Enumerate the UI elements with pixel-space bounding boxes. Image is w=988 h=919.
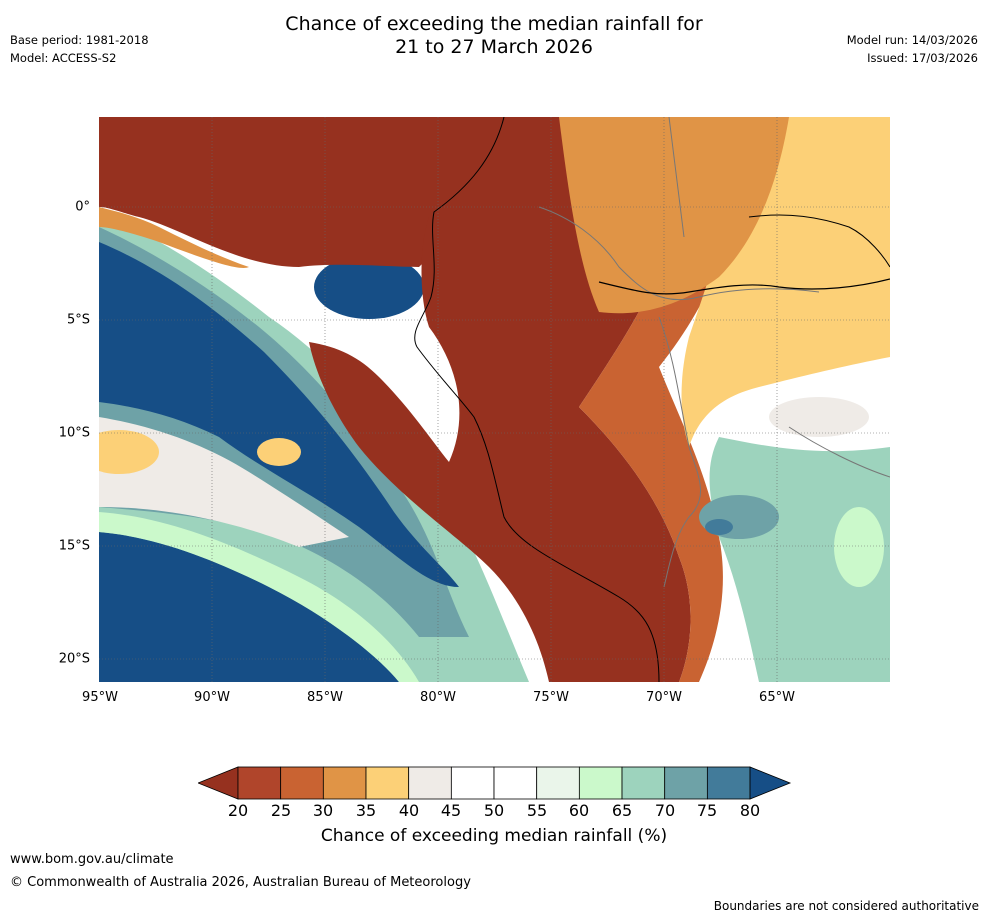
lat-label-5s: 5°S <box>66 312 90 328</box>
pacific-pale-zone <box>99 417 349 547</box>
rainfall-map <box>99 117 890 682</box>
colorbar-tick: 70 <box>654 801 676 820</box>
colorbar-cell <box>578 766 623 800</box>
colorbar-cell <box>621 766 666 800</box>
colorbar <box>198 766 792 800</box>
colorbar-above-extend <box>749 766 792 800</box>
lon-label-90w: 90°W <box>194 690 230 705</box>
colorbar-tick: 50 <box>483 801 505 820</box>
gridlines <box>99 117 890 682</box>
country-borders <box>538 117 890 588</box>
colorbar-tick: 60 <box>568 801 590 820</box>
base-period: Base period: 1981-2018 <box>10 33 149 47</box>
colorbar-cell <box>450 766 495 800</box>
copyright-text: © Commonwealth of Australia 2026, Austra… <box>10 875 471 890</box>
lat-label-20s: 20°S <box>58 651 90 667</box>
colorbar-label: Chance of exceeding median rainfall (%) <box>320 826 668 846</box>
disclaimer-text: Boundaries are not considered authoritat… <box>713 899 979 913</box>
colorbar-cell <box>664 766 708 800</box>
coastline <box>414 117 660 682</box>
chart-title: Chance of exceeding the median rainfall … <box>0 13 988 59</box>
north-river <box>748 214 890 268</box>
website-link[interactable]: www.bom.gov.au/climate <box>10 852 174 867</box>
title-line-2: 21 to 27 March 2026 <box>395 36 593 58</box>
title-line-1: Chance of exceeding the median rainfall … <box>285 13 703 35</box>
colorbar-tick: 25 <box>270 801 292 820</box>
colorbar-tick: 65 <box>611 801 633 820</box>
lon-label-85w: 85°W <box>307 690 343 705</box>
colorbar-cell <box>365 766 410 800</box>
pacific-green-lower <box>99 512 419 682</box>
northern-dry-band <box>99 117 519 267</box>
orange-patch-west <box>99 430 159 474</box>
lon-label-75w: 75°W <box>533 690 569 705</box>
lat-label-0: 0° <box>75 199 90 215</box>
lon-label-95w: 95°W <box>82 690 118 705</box>
colorbar-cell <box>493 766 538 800</box>
colorbar-tick: 20 <box>227 801 249 820</box>
colorbar-tick: 30 <box>312 801 334 820</box>
meta-right: Model run: 14/03/2026 Issued: 17/03/2026 <box>847 31 978 67</box>
colorbar-cell <box>706 766 751 800</box>
offshore-wet-blob <box>314 255 424 319</box>
issued-date: Issued: 17/03/2026 <box>867 51 978 65</box>
amazon-river <box>598 278 890 295</box>
colorbar-cell <box>322 766 367 800</box>
colorbar-below-extend <box>198 766 239 800</box>
colorbar-tick: 45 <box>440 801 462 820</box>
colorbar-cell <box>237 766 282 800</box>
colorbar-tick: 40 <box>398 801 420 820</box>
colorbar-tick: 55 <box>526 801 548 820</box>
pacific-wet-band-core <box>99 242 459 587</box>
orange-patch-south <box>257 438 301 466</box>
meta-left: Base period: 1981-2018 Model: ACCESS-S2 <box>10 31 149 67</box>
model-run: Model run: 14/03/2026 <box>846 33 978 47</box>
northern-dry-edge <box>99 207 249 268</box>
colorbar-tick: 35 <box>355 801 377 820</box>
lon-label-65w: 65°W <box>759 690 795 705</box>
colorbar-cell <box>408 766 452 800</box>
interior-green-blob <box>834 507 884 587</box>
interior-blue-blob <box>705 519 733 535</box>
model-name: Model: ACCESS-S2 <box>10 51 117 65</box>
interior-pale-blob <box>769 397 869 437</box>
colorbar-tick: 75 <box>696 801 718 820</box>
lat-label-10s: 10°S <box>58 425 90 441</box>
lat-label-15s: 15°S <box>58 538 90 554</box>
colorbar-cell <box>280 766 324 800</box>
colorbar-tick: 80 <box>739 801 761 820</box>
lon-label-70w: 70°W <box>646 690 682 705</box>
pacific-wet-lower <box>99 532 399 682</box>
lon-label-80w: 80°W <box>420 690 456 705</box>
colorbar-cell <box>536 766 580 800</box>
